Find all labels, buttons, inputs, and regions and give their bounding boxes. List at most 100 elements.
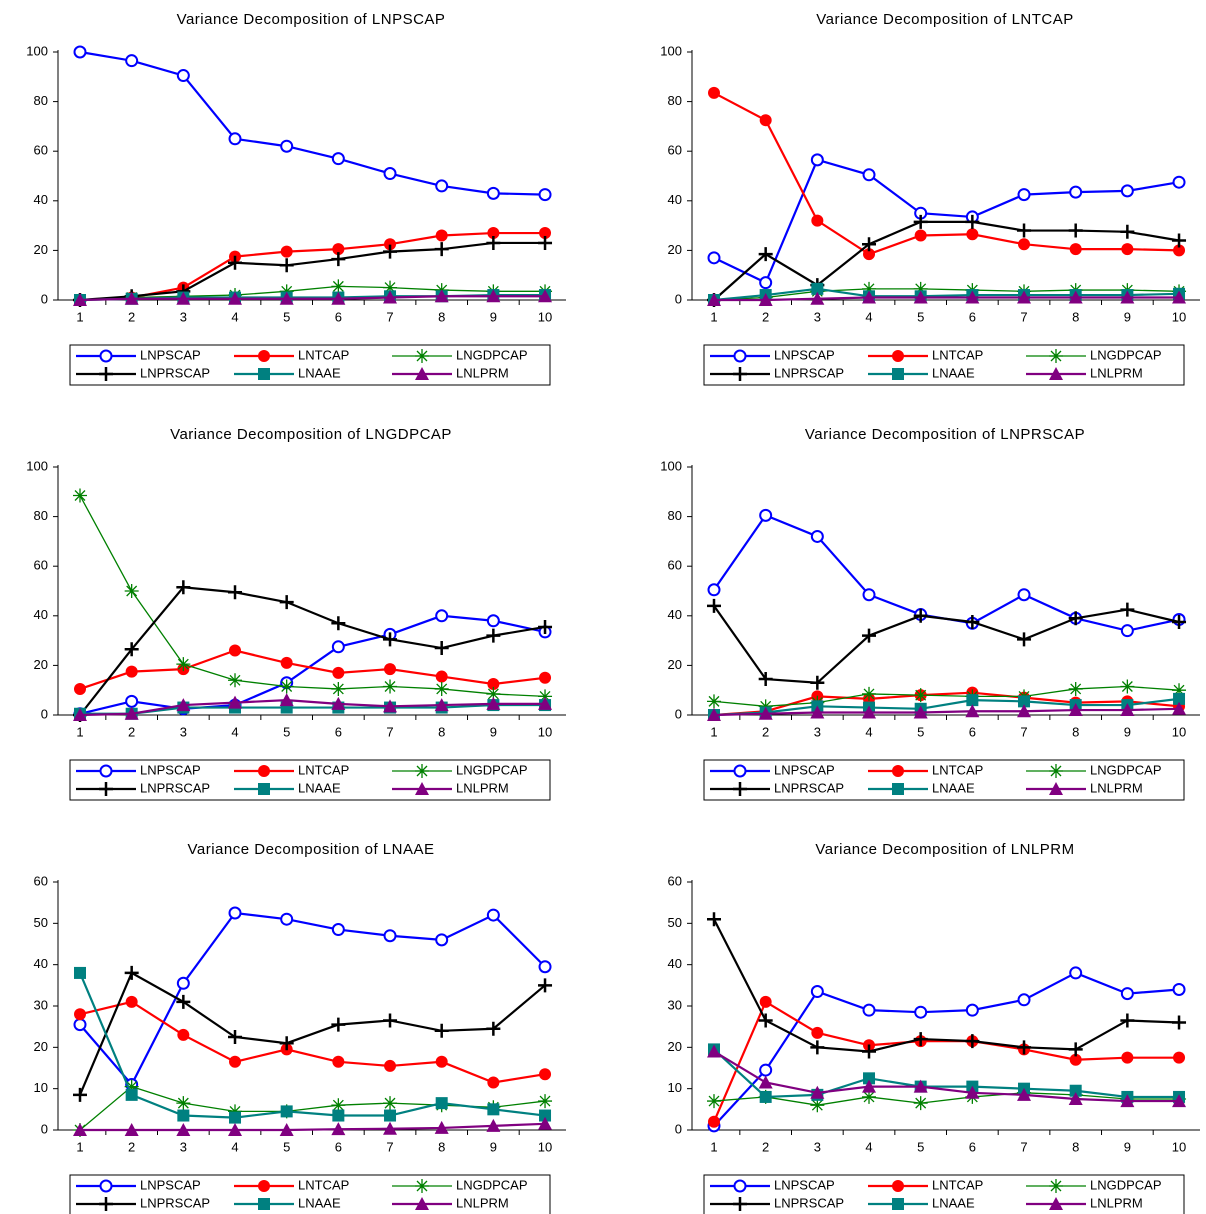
marker — [486, 235, 501, 250]
legend-box — [703, 759, 1185, 801]
marker — [124, 706, 139, 720]
series-line — [79, 495, 546, 698]
marker — [966, 228, 979, 241]
marker — [435, 229, 448, 242]
legend-box — [69, 344, 551, 386]
legend-label: LNTCAP — [932, 762, 983, 777]
marker — [1017, 704, 1032, 718]
marker — [810, 529, 824, 543]
marker — [863, 1072, 876, 1085]
marker — [1172, 701, 1187, 715]
legend-marker — [733, 764, 747, 778]
y-tick-label: 20 — [34, 1039, 48, 1054]
series-line — [79, 295, 546, 302]
marker — [124, 291, 139, 305]
marker — [1017, 1087, 1032, 1101]
x-tick-label: 5 — [283, 1139, 290, 1154]
marker — [1017, 1040, 1032, 1055]
marker — [759, 1090, 772, 1103]
y-tick-label: 0 — [41, 291, 48, 306]
marker — [487, 678, 500, 690]
marker — [1068, 223, 1083, 238]
marker — [538, 696, 553, 710]
marker — [862, 686, 877, 701]
marker — [810, 675, 825, 690]
legend-label: LNPSCAP — [774, 347, 835, 362]
marker — [434, 681, 449, 696]
marker — [280, 656, 293, 669]
marker — [434, 289, 449, 303]
marker — [125, 665, 138, 678]
legend-marker — [1049, 782, 1063, 795]
legend-label: LNPSCAP — [774, 1177, 835, 1192]
y-tick-label: 20 — [668, 1039, 682, 1054]
x-tick-label: 7 — [1020, 309, 1027, 324]
marker — [435, 670, 448, 683]
marker — [229, 644, 242, 657]
x-tick-label: 2 — [762, 724, 769, 739]
marker — [1121, 1051, 1134, 1064]
legend-label: LNGDPCAP — [456, 762, 528, 777]
marker — [810, 153, 824, 167]
legend-marker — [258, 783, 270, 795]
x-tick-label: 10 — [1172, 724, 1186, 739]
x-tick-label: 1 — [710, 724, 717, 739]
x-tick-label: 7 — [1020, 1139, 1027, 1154]
chart-title: Variance Decomposition of LNAAE — [187, 841, 434, 858]
marker — [1120, 184, 1134, 198]
y-tick-label: 60 — [668, 143, 682, 158]
legend-marker — [415, 782, 429, 795]
legend-label: LNGDPCAP — [1090, 762, 1162, 777]
marker — [538, 289, 553, 303]
legend-label: LNTCAP — [932, 1177, 983, 1192]
marker — [383, 1096, 398, 1111]
marker — [707, 1044, 721, 1058]
marker — [280, 1105, 293, 1118]
x-tick-label: 4 — [865, 309, 872, 324]
marker — [229, 1055, 242, 1068]
legend-label: LNGDPCAP — [456, 1177, 528, 1192]
marker — [811, 282, 824, 295]
series-line — [713, 605, 1180, 684]
marker — [383, 632, 398, 647]
marker — [1120, 624, 1134, 638]
legend-label: LNPRSCAP — [774, 365, 844, 380]
marker — [1172, 1015, 1187, 1030]
marker — [538, 1116, 553, 1130]
x-tick-label: 8 — [438, 1139, 445, 1154]
marker — [331, 279, 346, 294]
marker — [1120, 703, 1135, 717]
x-tick-label: 5 — [917, 1139, 924, 1154]
marker — [708, 1115, 720, 1128]
marker — [759, 114, 772, 127]
legend-label: LNLPRM — [1090, 780, 1143, 795]
series-line — [78, 971, 546, 1096]
series-line — [713, 91, 1180, 256]
marker — [487, 1076, 500, 1089]
x-tick-label: 10 — [1172, 1139, 1186, 1154]
marker — [1172, 615, 1187, 629]
marker — [384, 1109, 397, 1122]
legend-label: LNAAE — [298, 365, 341, 380]
marker — [810, 1040, 825, 1055]
y-tick-label: 100 — [660, 458, 682, 473]
marker — [965, 290, 980, 304]
x-tick-label: 2 — [762, 1139, 769, 1154]
marker — [487, 1103, 500, 1116]
marker — [434, 698, 449, 712]
y-tick-label: 0 — [41, 1121, 48, 1136]
x-tick-label: 6 — [335, 1139, 342, 1154]
marker — [331, 1098, 346, 1113]
marker — [486, 1118, 501, 1132]
marker — [331, 640, 345, 654]
marker — [707, 912, 721, 927]
marker — [383, 280, 398, 295]
marker — [538, 978, 553, 993]
legend-label: LNLPRM — [1090, 365, 1143, 380]
legend-marker — [258, 765, 270, 777]
x-tick-label: 5 — [283, 724, 290, 739]
y-tick-label: 40 — [34, 956, 48, 971]
marker — [73, 1123, 87, 1136]
y-tick-label: 50 — [668, 915, 682, 930]
legend-marker — [99, 1197, 113, 1211]
